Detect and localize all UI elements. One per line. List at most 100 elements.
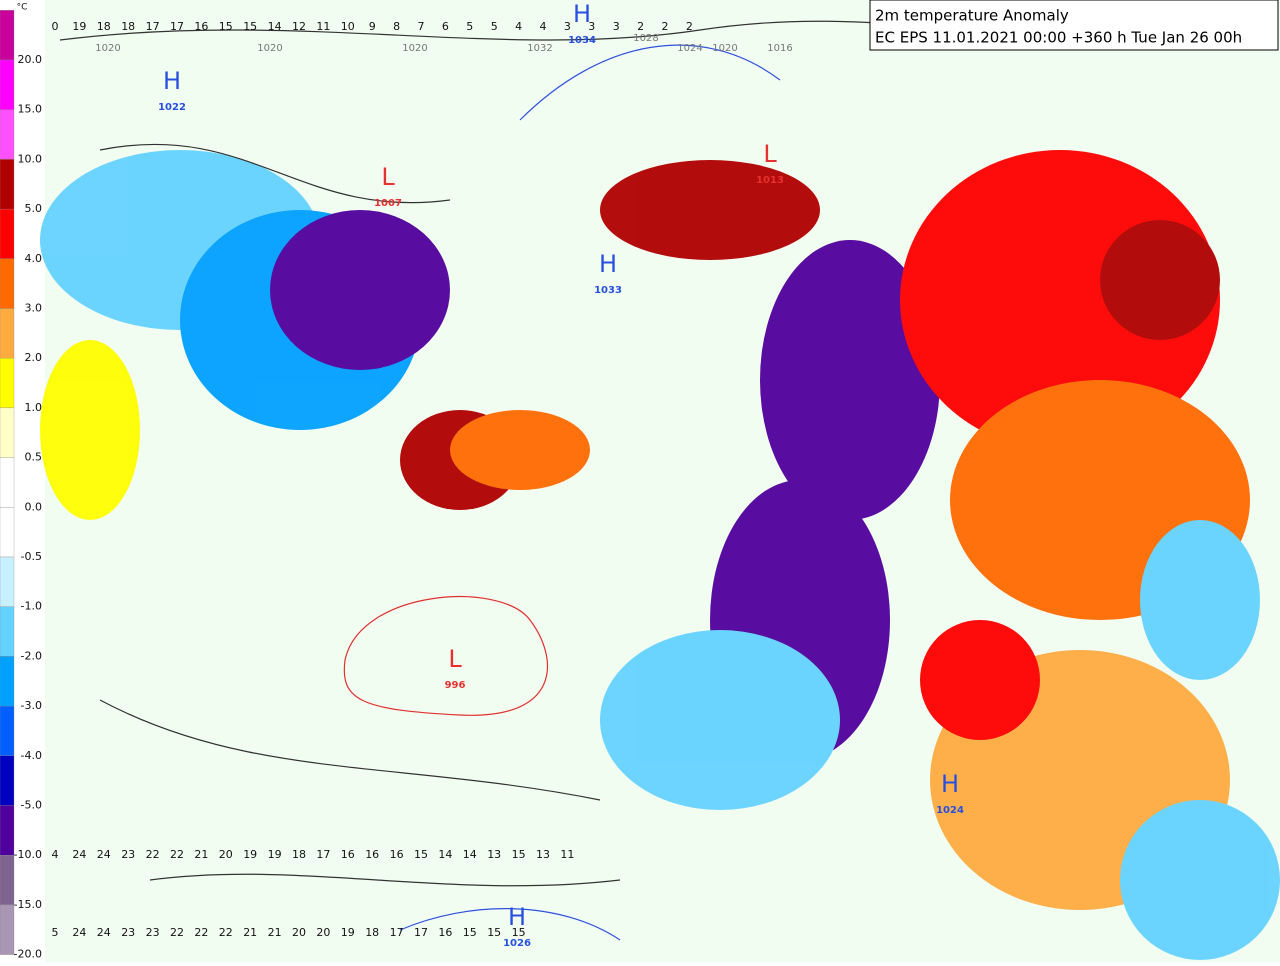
grid-value: 17 bbox=[390, 926, 404, 939]
legend-label: -4.0 bbox=[21, 749, 42, 762]
center-value: 1022 bbox=[158, 102, 186, 113]
grid-value: 19 bbox=[243, 848, 257, 861]
grid-value: 22 bbox=[194, 926, 208, 939]
center-value: 1007 bbox=[374, 198, 402, 209]
grid-value: 6 bbox=[442, 20, 449, 33]
grid-value: 9 bbox=[369, 20, 376, 33]
grid-value: 20 bbox=[292, 926, 306, 939]
legend-label: -1.0 bbox=[21, 600, 42, 613]
grid-value: 16 bbox=[341, 848, 355, 861]
grid-value: 2 bbox=[662, 20, 669, 33]
grid-value: 24 bbox=[97, 848, 111, 861]
grid-value: 3 bbox=[588, 20, 595, 33]
grid-value: 21 bbox=[268, 926, 282, 939]
grid-value: 22 bbox=[170, 926, 184, 939]
center-letter: H bbox=[941, 770, 959, 798]
center-letter: H bbox=[599, 250, 617, 278]
legend-swatch bbox=[0, 556, 15, 607]
legend-label: 2.0 bbox=[25, 351, 43, 364]
legend-swatch bbox=[0, 855, 15, 906]
grid-value: 17 bbox=[414, 926, 428, 939]
legend-swatch bbox=[0, 904, 15, 955]
grid-value: 11 bbox=[560, 848, 574, 861]
grid-value: 24 bbox=[72, 848, 86, 861]
center-letter: L bbox=[763, 140, 777, 168]
grid-value: 20 bbox=[316, 926, 330, 939]
legend-swatch bbox=[0, 805, 15, 856]
center-letter: L bbox=[448, 645, 462, 673]
legend-swatch bbox=[0, 606, 15, 657]
grid-value: 18 bbox=[121, 20, 135, 33]
grid-value: 3 bbox=[613, 20, 620, 33]
legend-swatch bbox=[0, 159, 15, 210]
grid-value: 22 bbox=[170, 848, 184, 861]
grid-value: 17 bbox=[170, 20, 184, 33]
legend-swatch bbox=[0, 10, 15, 61]
center-value: 1026 bbox=[503, 938, 531, 949]
legend-label: 5.0 bbox=[25, 202, 43, 215]
legend-swatch bbox=[0, 258, 15, 309]
grid-value: 15 bbox=[414, 848, 428, 861]
legend-swatch bbox=[0, 705, 15, 756]
isobar-label: 1016 bbox=[767, 43, 792, 54]
center-letter: H bbox=[163, 67, 181, 95]
center-letter: H bbox=[508, 903, 526, 931]
title-box bbox=[869, 0, 1279, 51]
isobar-labels: 1020 1020 1020 1032 1028 1024 1020 1016 bbox=[95, 33, 792, 54]
grid-value: 22 bbox=[219, 926, 233, 939]
grid-value: 15 bbox=[243, 20, 257, 33]
isobar-label: 1020 bbox=[712, 43, 737, 54]
grid-value: 14 bbox=[438, 848, 452, 861]
temperature-fields bbox=[40, 150, 1280, 960]
grid-value: 5 bbox=[491, 20, 498, 33]
legend-label: -0.5 bbox=[21, 550, 42, 563]
grid-value: 16 bbox=[365, 848, 379, 861]
grid-value: 21 bbox=[243, 926, 257, 939]
grid-value: 10 bbox=[341, 20, 355, 33]
legend-label: 15.0 bbox=[18, 103, 43, 116]
grid-value: 13 bbox=[536, 848, 550, 861]
grid-value: 21 bbox=[194, 848, 208, 861]
legend-label: -5.0 bbox=[21, 799, 42, 812]
legend-label: 1.0 bbox=[25, 401, 43, 414]
grid-value: 19 bbox=[268, 848, 282, 861]
grid-value: 2 bbox=[637, 20, 644, 33]
legend-label: -20.0 bbox=[14, 948, 42, 961]
legend-swatch bbox=[0, 109, 15, 160]
legend-swatch bbox=[0, 457, 15, 508]
center-value: 1013 bbox=[756, 175, 784, 186]
legend-swatch bbox=[0, 755, 15, 806]
grid-value: 18 bbox=[365, 926, 379, 939]
legend-swatch bbox=[0, 208, 15, 259]
legend-label: -15.0 bbox=[14, 898, 42, 911]
legend-swatch bbox=[0, 358, 15, 409]
grid-value: 13 bbox=[487, 848, 501, 861]
grid-value: 19 bbox=[72, 20, 86, 33]
legend-label: -3.0 bbox=[21, 699, 42, 712]
grid-value: 15 bbox=[512, 848, 526, 861]
center-value: 996 bbox=[445, 680, 466, 691]
isobar-label: 1020 bbox=[402, 43, 427, 54]
center-letter: H bbox=[573, 0, 591, 28]
grid-value: 24 bbox=[72, 926, 86, 939]
legend-label: -10.0 bbox=[14, 848, 42, 861]
grid-value: 16 bbox=[438, 926, 452, 939]
legend-label: 3.0 bbox=[25, 302, 43, 315]
legend-swatch bbox=[0, 407, 15, 458]
title: 2m temperature Anomaly bbox=[875, 7, 1069, 25]
grid-value: 17 bbox=[316, 848, 330, 861]
grid-value: 23 bbox=[146, 926, 160, 939]
legend-swatch bbox=[0, 59, 15, 110]
grid-value: 20 bbox=[219, 848, 233, 861]
legend-label: 4.0 bbox=[25, 252, 43, 265]
legend-swatch bbox=[0, 656, 15, 707]
grid-value: 15 bbox=[487, 926, 501, 939]
grid-value: 15 bbox=[512, 926, 526, 939]
grid-value: 23 bbox=[121, 848, 135, 861]
legend-label: 0.0 bbox=[25, 500, 43, 513]
isobar-label: 1020 bbox=[95, 43, 120, 54]
grid-value: 5 bbox=[466, 20, 473, 33]
legend-swatch bbox=[0, 308, 15, 359]
grid-value: 18 bbox=[97, 20, 111, 33]
